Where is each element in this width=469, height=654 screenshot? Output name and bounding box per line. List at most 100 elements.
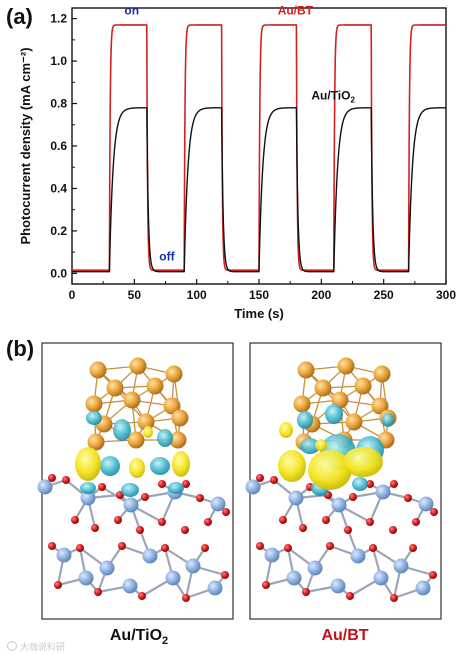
o-atom <box>390 480 398 488</box>
y-tick-label: 0.6 <box>50 139 67 153</box>
y-tick-label: 0.0 <box>50 266 67 280</box>
structure-frame-left <box>41 342 234 620</box>
ti-atom <box>264 547 280 563</box>
au-tio2-structure <box>37 342 234 620</box>
au-atom <box>345 413 363 431</box>
ti-atom <box>418 496 434 512</box>
electron-accumulation-isosurface <box>278 450 306 482</box>
electron-depletion-isosurface <box>297 411 313 429</box>
o-atom <box>256 474 264 482</box>
charge-density-isosurfaces <box>278 404 394 496</box>
o-atom <box>98 483 106 491</box>
structure-caption-au-bt: Au/BT <box>321 627 368 644</box>
o-atom <box>54 581 62 589</box>
au-bt-structure <box>245 342 442 620</box>
electron-accumulation-isosurface <box>343 447 383 477</box>
ti-atom <box>123 497 139 513</box>
au-atom <box>127 431 145 449</box>
o-atom <box>201 544 209 552</box>
photocurrent-chart: 0 50 100 150 200 250 300 0.0 0.2 0.4 0.6 0.8 1.0 1.2… <box>18 3 456 321</box>
au-cluster <box>85 357 189 451</box>
x-tick-label: 100 <box>187 288 207 302</box>
o-atom <box>158 480 166 488</box>
x-tick-label: 50 <box>128 288 142 302</box>
o-atom <box>409 544 417 552</box>
electron-depletion-isosurface <box>300 438 320 454</box>
au-atom <box>123 391 141 409</box>
series-line-au-tio2 <box>71 107 447 273</box>
o-atom <box>48 542 56 550</box>
au-atom <box>371 397 389 415</box>
au-atom <box>293 395 311 413</box>
ti-atom <box>185 558 201 574</box>
o-atom <box>182 594 190 602</box>
o-atom <box>62 476 70 484</box>
o-atom <box>161 544 169 552</box>
ti-atom <box>165 570 181 586</box>
au-atom <box>373 365 391 383</box>
au-atom <box>314 379 332 397</box>
ti-atom <box>207 580 223 596</box>
o-atom <box>344 526 352 534</box>
x-tick-label: 300 <box>436 288 456 302</box>
o-atom <box>118 542 126 550</box>
y-tick-label: 0.2 <box>50 224 67 238</box>
ti-atom <box>375 484 391 500</box>
o-atom <box>430 508 438 516</box>
series-lines <box>71 24 447 273</box>
ti-atom <box>288 490 304 506</box>
y-axis-ticks: 0.0 0.2 0.4 0.6 0.8 1.0 1.2 <box>50 12 77 280</box>
electron-depletion-isosurface <box>80 482 96 494</box>
o-atom <box>204 518 212 526</box>
ti-atom <box>415 580 431 596</box>
substrate-lattice <box>245 474 438 602</box>
au-atom <box>354 377 372 395</box>
ti-atom <box>373 570 389 586</box>
electron-depletion-isosurface <box>121 483 139 497</box>
au-atom <box>85 395 103 413</box>
chart-annotations: on off Au/BT Au/TiO2 <box>124 3 355 263</box>
au-atom <box>106 379 124 397</box>
electron-accumulation-isosurface <box>172 451 190 477</box>
electron-accumulation-isosurface <box>129 458 145 478</box>
ti-atom <box>350 548 366 564</box>
au-atom <box>89 361 107 379</box>
x-tick-label: 0 <box>69 288 76 302</box>
x-tick-label: 250 <box>374 288 394 302</box>
electron-depletion-isosurface <box>382 413 394 427</box>
electron-accumulation-isosurface <box>143 426 153 438</box>
au-atom <box>297 361 315 379</box>
ti-atom <box>122 578 138 594</box>
electron-depletion-isosurface <box>150 457 170 475</box>
y-tick-label: 0.4 <box>50 181 67 195</box>
ti-atom <box>37 479 53 495</box>
watermark-text: 大咖说科研 <box>20 641 65 653</box>
y-tick-label: 1.2 <box>50 12 67 26</box>
o-atom <box>284 544 292 552</box>
substrate-lattice <box>37 474 230 602</box>
o-atom <box>181 526 189 534</box>
o-atom <box>158 518 166 526</box>
x-tick-label: 150 <box>249 288 269 302</box>
watermark-icon <box>7 641 17 651</box>
o-atom <box>429 571 437 579</box>
x-tick-label: 200 <box>311 288 331 302</box>
electron-accumulation-isosurface <box>315 439 327 451</box>
o-atom <box>221 571 229 579</box>
panel-a-label: (a) <box>6 4 33 29</box>
ti-atom <box>245 479 261 495</box>
electron-depletion-isosurface <box>325 404 343 424</box>
ti-atom <box>307 560 323 576</box>
au-atom <box>169 431 187 449</box>
o-atom <box>222 508 230 516</box>
o-atom <box>326 542 334 550</box>
o-atom <box>71 516 79 524</box>
electron-depletion-isosurface <box>157 429 173 447</box>
au-atom <box>337 357 355 375</box>
x-axis-title: Time (s) <box>234 306 284 321</box>
electron-depletion-isosurface <box>168 482 184 494</box>
ti-atom <box>78 570 94 586</box>
au-atom <box>171 409 189 427</box>
o-atom <box>138 592 146 600</box>
o-atom <box>94 588 102 596</box>
